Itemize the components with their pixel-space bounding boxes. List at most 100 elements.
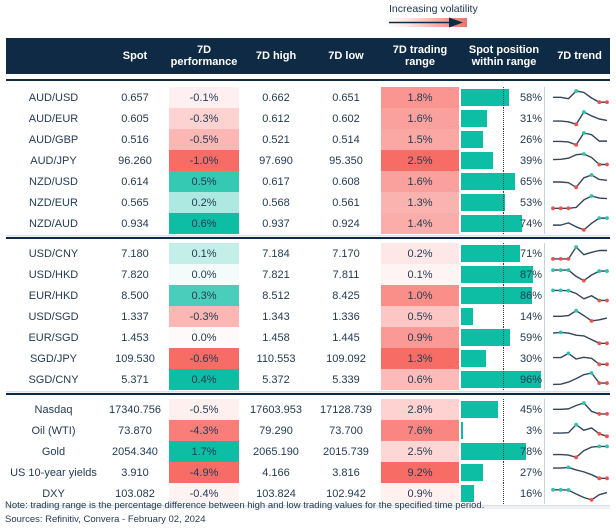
spot-position-cell: 3% [461, 420, 547, 441]
table-row: AUD/EUR 0.605 -0.3% 0.612 0.602 1.6% 31% [6, 108, 610, 129]
instrument-label: Oil (WTI) [31, 424, 76, 437]
table-row: USD/CNY 7.180 0.1% 7.184 7.170 0.2% 71% [6, 243, 610, 264]
low-value: 5.339 [332, 373, 360, 386]
volatility-gradient [385, 17, 467, 28]
performance-cell: -0.6% [169, 348, 239, 369]
table-row: EUR/SGD 1.453 0.0% 1.458 1.445 0.9% 59% [6, 327, 610, 348]
position-percent-label: 59% [519, 331, 542, 344]
position-percent-label: 3% [526, 424, 542, 437]
midpoint-dotted-line [502, 108, 504, 129]
group-separator [6, 235, 610, 239]
low-value: 2015.739 [323, 445, 369, 458]
spot-position-cell: 87% [461, 264, 547, 285]
range-max-line [544, 264, 545, 285]
position-bar [461, 89, 510, 106]
instrument-label: USD/CNY [28, 247, 79, 260]
performance-cell: -4.3% [169, 420, 239, 441]
table-row: USD/HKD 7.820 0.0% 7.821 7.811 0.1% 87% [6, 264, 610, 285]
performance-cell: 0.2% [169, 192, 239, 213]
trend-sparkline [549, 87, 610, 108]
trend-sparkline [549, 213, 610, 234]
spot-position-cell: 65% [461, 171, 547, 192]
table-row: SGD/JPY 109.530 -0.6% 110.553 109.092 1.… [6, 348, 610, 369]
trend-sparkline [549, 129, 610, 150]
performance-cell: -0.1% [169, 87, 239, 108]
position-percent-label: 14% [519, 310, 542, 323]
trend-sparkline [549, 108, 610, 129]
instrument-label: NZD/EUR [29, 196, 78, 209]
midpoint-dotted-line [502, 462, 504, 483]
midpoint-dotted-line [502, 441, 504, 462]
position-bar [461, 329, 510, 346]
position-percent-label: 39% [519, 154, 542, 167]
midpoint-dotted-line [502, 264, 504, 285]
midpoint-dotted-line [502, 369, 504, 390]
range-max-line [544, 171, 545, 192]
low-value: 7.170 [332, 247, 360, 260]
performance-cell: 0.5% [169, 171, 239, 192]
spot-position-cell: 78% [461, 441, 547, 462]
instrument-label: EUR/SGD [28, 331, 79, 344]
range-max-line [544, 285, 545, 306]
spot-value: 5.371 [121, 373, 149, 386]
trading-range-cell: 0.5% [381, 306, 459, 327]
performance-cell: -0.3% [169, 108, 239, 129]
low-value: 7.811 [332, 268, 360, 281]
instrument-label: AUD/USD [28, 91, 79, 104]
spot-position-cell: 27% [461, 462, 547, 483]
trading-range-cell: 0.9% [381, 483, 459, 504]
midpoint-dotted-line [502, 213, 504, 234]
high-value: 7.184 [262, 247, 290, 260]
low-value: 109.092 [326, 352, 366, 365]
position-bar [461, 215, 523, 232]
midpoint-dotted-line [502, 420, 504, 441]
trading-range-cell: 2.8% [381, 399, 459, 420]
trading-range-cell: 1.0% [381, 285, 459, 306]
instrument-label: US 10-year yields [10, 466, 97, 479]
trend-sparkline [549, 192, 610, 213]
trend-sparkline [549, 306, 610, 327]
spot-value: 0.516 [121, 133, 149, 146]
trading-range-cell: 2.5% [381, 150, 459, 171]
midpoint-dotted-line [502, 192, 504, 213]
trading-range-cell: 0.6% [381, 369, 459, 390]
spot-value: 7.820 [121, 268, 149, 281]
performance-cell: 0.4% [169, 369, 239, 390]
position-bar [461, 422, 464, 439]
market-table: Spot 7D performance 7D high 7D low 7D tr… [6, 38, 610, 509]
position-bar [461, 173, 515, 190]
instrument-label: Gold [41, 445, 66, 458]
trading-range-cell: 1.5% [381, 129, 459, 150]
trend-sparkline [549, 369, 610, 390]
table-row: DXY 103.082 -0.4% 103.824 102.942 0.9% 1… [6, 483, 610, 504]
instrument-label: EUR/HKD [28, 289, 79, 302]
spot-value: 1.337 [121, 310, 149, 323]
position-bar [461, 194, 505, 211]
position-percent-label: 74% [519, 217, 542, 230]
high-value: 7.821 [262, 268, 290, 281]
high-value: 0.568 [262, 196, 290, 209]
low-value: 95.350 [329, 154, 363, 167]
trend-sparkline [549, 285, 610, 306]
spot-position-cell: 31% [461, 108, 547, 129]
instrument-label: DXY [42, 487, 65, 500]
position-percent-label: 26% [519, 133, 542, 146]
trading-range-cell: 7.6% [381, 420, 459, 441]
header-divider [6, 79, 610, 81]
midpoint-dotted-line [502, 87, 504, 108]
instrument-label: USD/HKD [28, 268, 79, 281]
spot-position-cell: 59% [461, 327, 547, 348]
spot-position-cell: 86% [461, 285, 547, 306]
table-row: AUD/GBP 0.516 -0.5% 0.521 0.514 1.5% 26% [6, 129, 610, 150]
position-percent-label: 78% [519, 445, 542, 458]
trading-range-cell: 9.2% [381, 462, 459, 483]
midpoint-dotted-line [502, 348, 504, 369]
low-value: 8.425 [332, 289, 360, 302]
range-max-line [544, 108, 545, 129]
position-percent-label: 45% [519, 403, 542, 416]
high-value: 0.662 [262, 91, 290, 104]
range-max-line [544, 483, 545, 504]
position-bar [461, 308, 473, 325]
spot-value: 0.565 [121, 196, 149, 209]
